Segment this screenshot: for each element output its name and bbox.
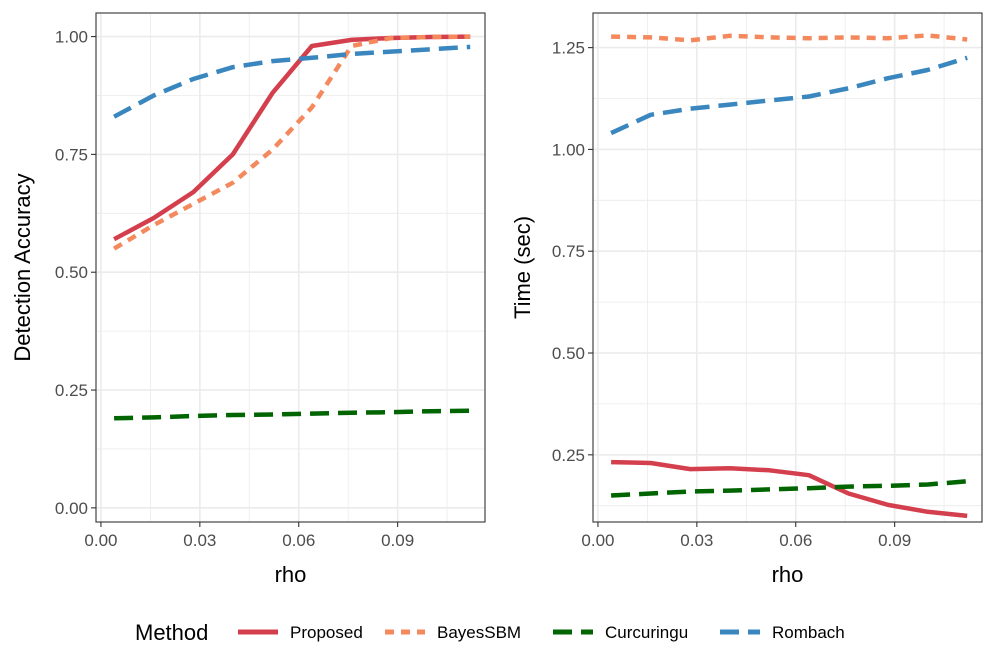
left-x-tick-label: 0.03: [183, 531, 216, 550]
left-x-tick-label: 0.00: [84, 531, 117, 550]
left-y-tick-label: 0.25: [55, 381, 88, 400]
legend-label-curcuringu: Curcuringu: [605, 623, 688, 642]
legend: Method Proposed BayesSBM Curcuringu Rombach: [135, 620, 845, 645]
right-series-line-curcuringu: [610, 479, 968, 498]
right-panel-background: [593, 13, 982, 522]
right-y-axis-title: Time (sec): [510, 216, 535, 319]
left-panel-border: [95, 12, 486, 523]
right-y-tick-label: 1.00: [552, 140, 585, 159]
right-x-tick-label: 0.03: [680, 531, 713, 550]
left-y-tick-label: 0.50: [55, 263, 88, 282]
left-series-line-proposed: [113, 34, 471, 242]
right-x-tick-label: 0.09: [878, 531, 911, 550]
legend-title: Method: [135, 620, 208, 645]
left-panel: 0.00 0.03 0.06 0.09 0.00 0.25 0.50 0.75 1.00 rho D…: [10, 12, 486, 587]
legend-label-bayessbm: BayesSBM: [437, 623, 521, 642]
left-y-tick-label: 0.75: [55, 145, 88, 164]
legend-label-rombach: Rombach: [772, 623, 845, 642]
right-y-tick-label: 0.75: [552, 242, 585, 261]
right-panel-border: [592, 12, 983, 523]
right-y-tick-label: 0.50: [552, 344, 585, 363]
right-x-tick-label: 0.06: [779, 531, 812, 550]
legend-label-proposed: Proposed: [290, 623, 363, 642]
left-series-line-curcuringu: [114, 408, 471, 421]
left-y-tick-label: 1.00: [55, 28, 88, 47]
right-series-line-proposed: [611, 459, 968, 519]
right-series-line-rombach: [610, 55, 968, 136]
right-x-axis-title: rho: [772, 562, 804, 587]
right-y-tick-label: 0.25: [552, 446, 585, 465]
left-series-line-bayessbm: [112, 34, 471, 251]
left-y-tick-label: 0.00: [55, 499, 88, 518]
right-series-line-bayessbm: [611, 33, 968, 43]
left-x-axis-title: rho: [275, 562, 307, 587]
left-y-axis-title: Detection Accuracy: [10, 173, 35, 361]
right-panel: 0.00 0.03 0.06 0.09 0.25 0.50 0.75 1.00 1.25 rho T…: [510, 12, 983, 587]
left-x-tick-label: 0.09: [381, 531, 414, 550]
left-panel-background: [96, 13, 485, 522]
right-y-tick-label: 1.25: [552, 39, 585, 58]
left-series-line-rombach: [113, 44, 471, 119]
left-x-tick-label: 0.06: [282, 531, 315, 550]
right-x-tick-label: 0.00: [581, 531, 614, 550]
